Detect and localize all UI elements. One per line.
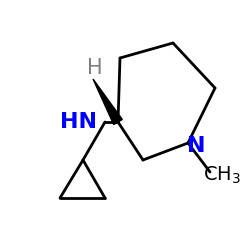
Text: HN: HN (60, 112, 96, 132)
Polygon shape (93, 79, 122, 124)
Text: CH$_3$: CH$_3$ (203, 164, 241, 186)
Text: N: N (187, 136, 205, 156)
Text: H: H (87, 58, 103, 78)
